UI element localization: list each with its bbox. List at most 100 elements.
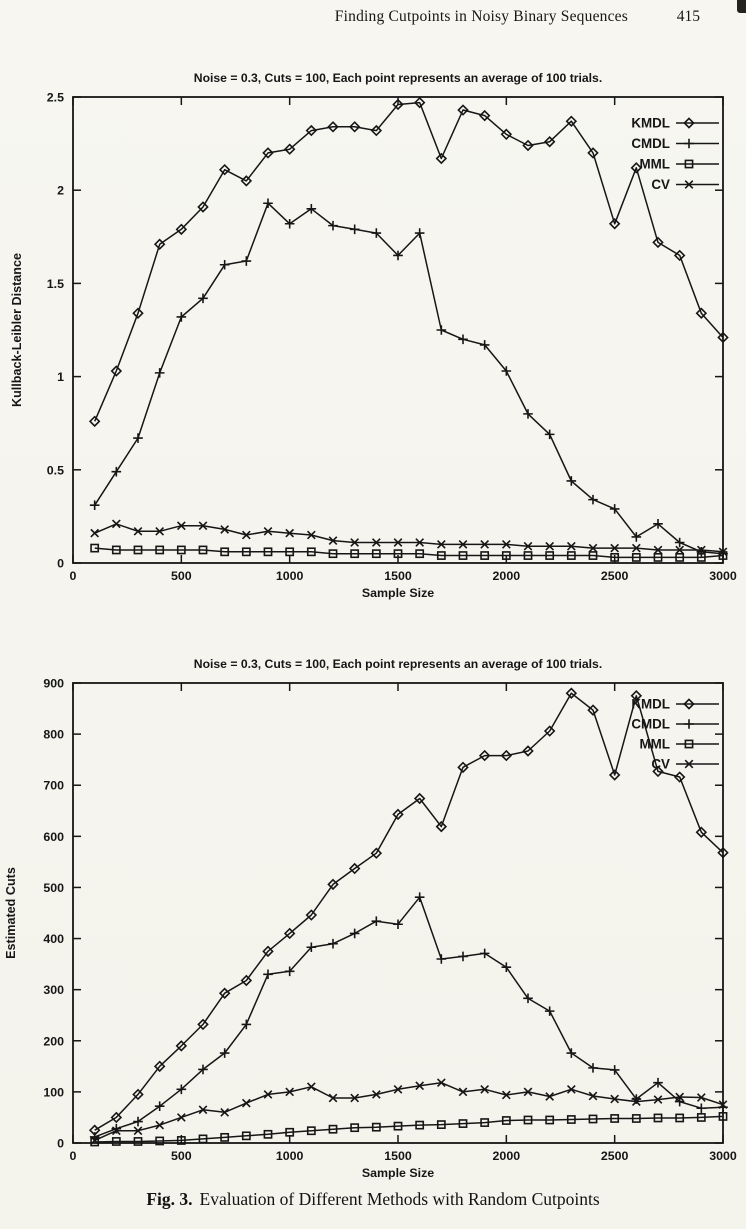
plus-marker-icon: [414, 228, 425, 238]
square-marker-icon: [631, 553, 641, 562]
chart-svg: Noise = 0.3, Cuts = 100, Each point repr…: [4, 657, 737, 1180]
square-marker-icon: [588, 551, 598, 560]
legend-label-CV: CV: [651, 757, 670, 772]
plus-marker-icon: [393, 919, 403, 930]
plus-marker-icon: [653, 1077, 663, 1088]
cross-marker-icon: [176, 1113, 186, 1122]
diamond-marker-icon: [327, 878, 339, 891]
plus-marker-icon: [479, 948, 490, 959]
legend-label-KMDL: KMDL: [631, 116, 670, 131]
plus-marker-icon: [219, 259, 230, 270]
series-line-MML: [94, 547, 724, 559]
plus-marker-icon: [133, 433, 143, 443]
plot-border: [72, 682, 724, 1144]
diamond-marker-icon: [673, 249, 686, 262]
cross-marker-icon: [415, 538, 425, 547]
diamond-marker-icon: [283, 143, 296, 155]
plus-marker-icon: [263, 198, 273, 209]
cross-marker-icon: [631, 1097, 641, 1106]
square-marker-icon: [501, 551, 511, 560]
series-KMDL: [88, 687, 729, 1136]
cross-marker-icon: [198, 521, 208, 531]
square-marker-icon: [155, 545, 165, 555]
square-marker-icon: [285, 1127, 295, 1137]
diamond-marker-icon: [110, 365, 123, 377]
cross-marker-icon: [350, 1093, 360, 1103]
y-tick-label: 700: [43, 779, 64, 793]
cross-marker-icon: [610, 543, 620, 553]
y-tick-label: 1.5: [47, 277, 64, 291]
plus-marker-icon: [631, 532, 642, 542]
diamond-marker-icon: [88, 415, 101, 428]
square-marker-icon: [523, 1115, 533, 1125]
diamond-marker-icon: [457, 104, 469, 116]
diamond-marker-icon: [522, 139, 534, 152]
figure-caption-text: Evaluation of Different Methods with Ran…: [199, 1189, 600, 1209]
square-marker-icon: [133, 1137, 143, 1146]
diamond-marker-icon: [608, 769, 621, 781]
square-marker-icon: [545, 1115, 555, 1125]
y-tick-label: 0: [57, 557, 64, 571]
plus-marker-icon: [198, 1064, 208, 1075]
x-tick-label: 3000: [709, 569, 737, 583]
plus-marker-icon: [393, 250, 403, 261]
plus-marker-icon: [176, 312, 187, 322]
diamond-marker-icon: [413, 96, 426, 109]
legend-label-CMDL: CMDL: [631, 717, 670, 732]
y-tick-label: 200: [43, 1034, 64, 1048]
diamond-marker-icon: [305, 124, 318, 137]
square-marker-icon: [90, 543, 100, 553]
x-tick-label: 2500: [601, 569, 629, 583]
legend-entry-CV: CV: [651, 757, 719, 772]
diamond-marker-icon: [652, 236, 664, 249]
square-marker-icon: [523, 551, 533, 560]
square-marker-icon: [263, 1129, 273, 1139]
diamond-marker-icon: [630, 162, 643, 174]
legend: KMDL CMDL MML CV: [631, 116, 719, 192]
diamond-marker-icon: [197, 201, 209, 213]
cross-marker-icon: [393, 1084, 403, 1094]
cross-marker-icon: [545, 541, 555, 551]
plus-marker-icon: [684, 719, 694, 729]
cross-marker-icon: [653, 545, 663, 555]
plus-marker-icon: [609, 1065, 620, 1075]
plus-marker-icon: [674, 537, 685, 548]
cross-marker-icon: [220, 525, 230, 534]
square-marker-icon: [684, 739, 694, 749]
cross-marker-icon: [566, 541, 576, 551]
diamond-marker-icon: [327, 121, 339, 133]
square-marker-icon: [566, 1115, 576, 1124]
square-marker-icon: [133, 545, 143, 555]
diamond-marker-icon: [370, 124, 383, 137]
axis-ticks: [72, 96, 724, 564]
square-marker-icon: [241, 547, 251, 557]
diamond-marker-icon: [543, 136, 556, 148]
square-marker-icon: [350, 549, 360, 559]
square-marker-icon: [436, 551, 446, 560]
diamond-marker-icon: [652, 765, 664, 778]
cross-marker-icon: [155, 1120, 165, 1130]
square-marker-icon: [155, 1136, 165, 1146]
square-marker-icon: [263, 547, 273, 557]
diamond-marker-icon: [240, 974, 253, 987]
plus-marker-icon: [523, 993, 533, 1004]
plus-marker-icon: [241, 1019, 252, 1030]
square-marker-icon: [328, 1124, 338, 1134]
square-marker-icon: [610, 1114, 620, 1123]
diamond-marker-icon: [478, 109, 491, 122]
square-marker-icon: [393, 549, 403, 559]
diamond-marker-icon: [587, 147, 599, 159]
square-marker-icon: [684, 159, 694, 169]
square-marker-icon: [220, 547, 230, 557]
diamond-marker-icon: [565, 115, 578, 127]
cross-marker-icon: [371, 538, 381, 547]
diamond-marker-icon: [543, 725, 556, 737]
axis-ticks: [72, 682, 724, 1144]
plus-marker-icon: [241, 256, 252, 266]
y-tick-label: 900: [43, 677, 64, 691]
square-marker-icon: [328, 549, 338, 559]
cross-marker-icon: [436, 539, 446, 549]
cross-marker-icon: [241, 530, 251, 540]
cross-marker-icon: [90, 528, 100, 538]
